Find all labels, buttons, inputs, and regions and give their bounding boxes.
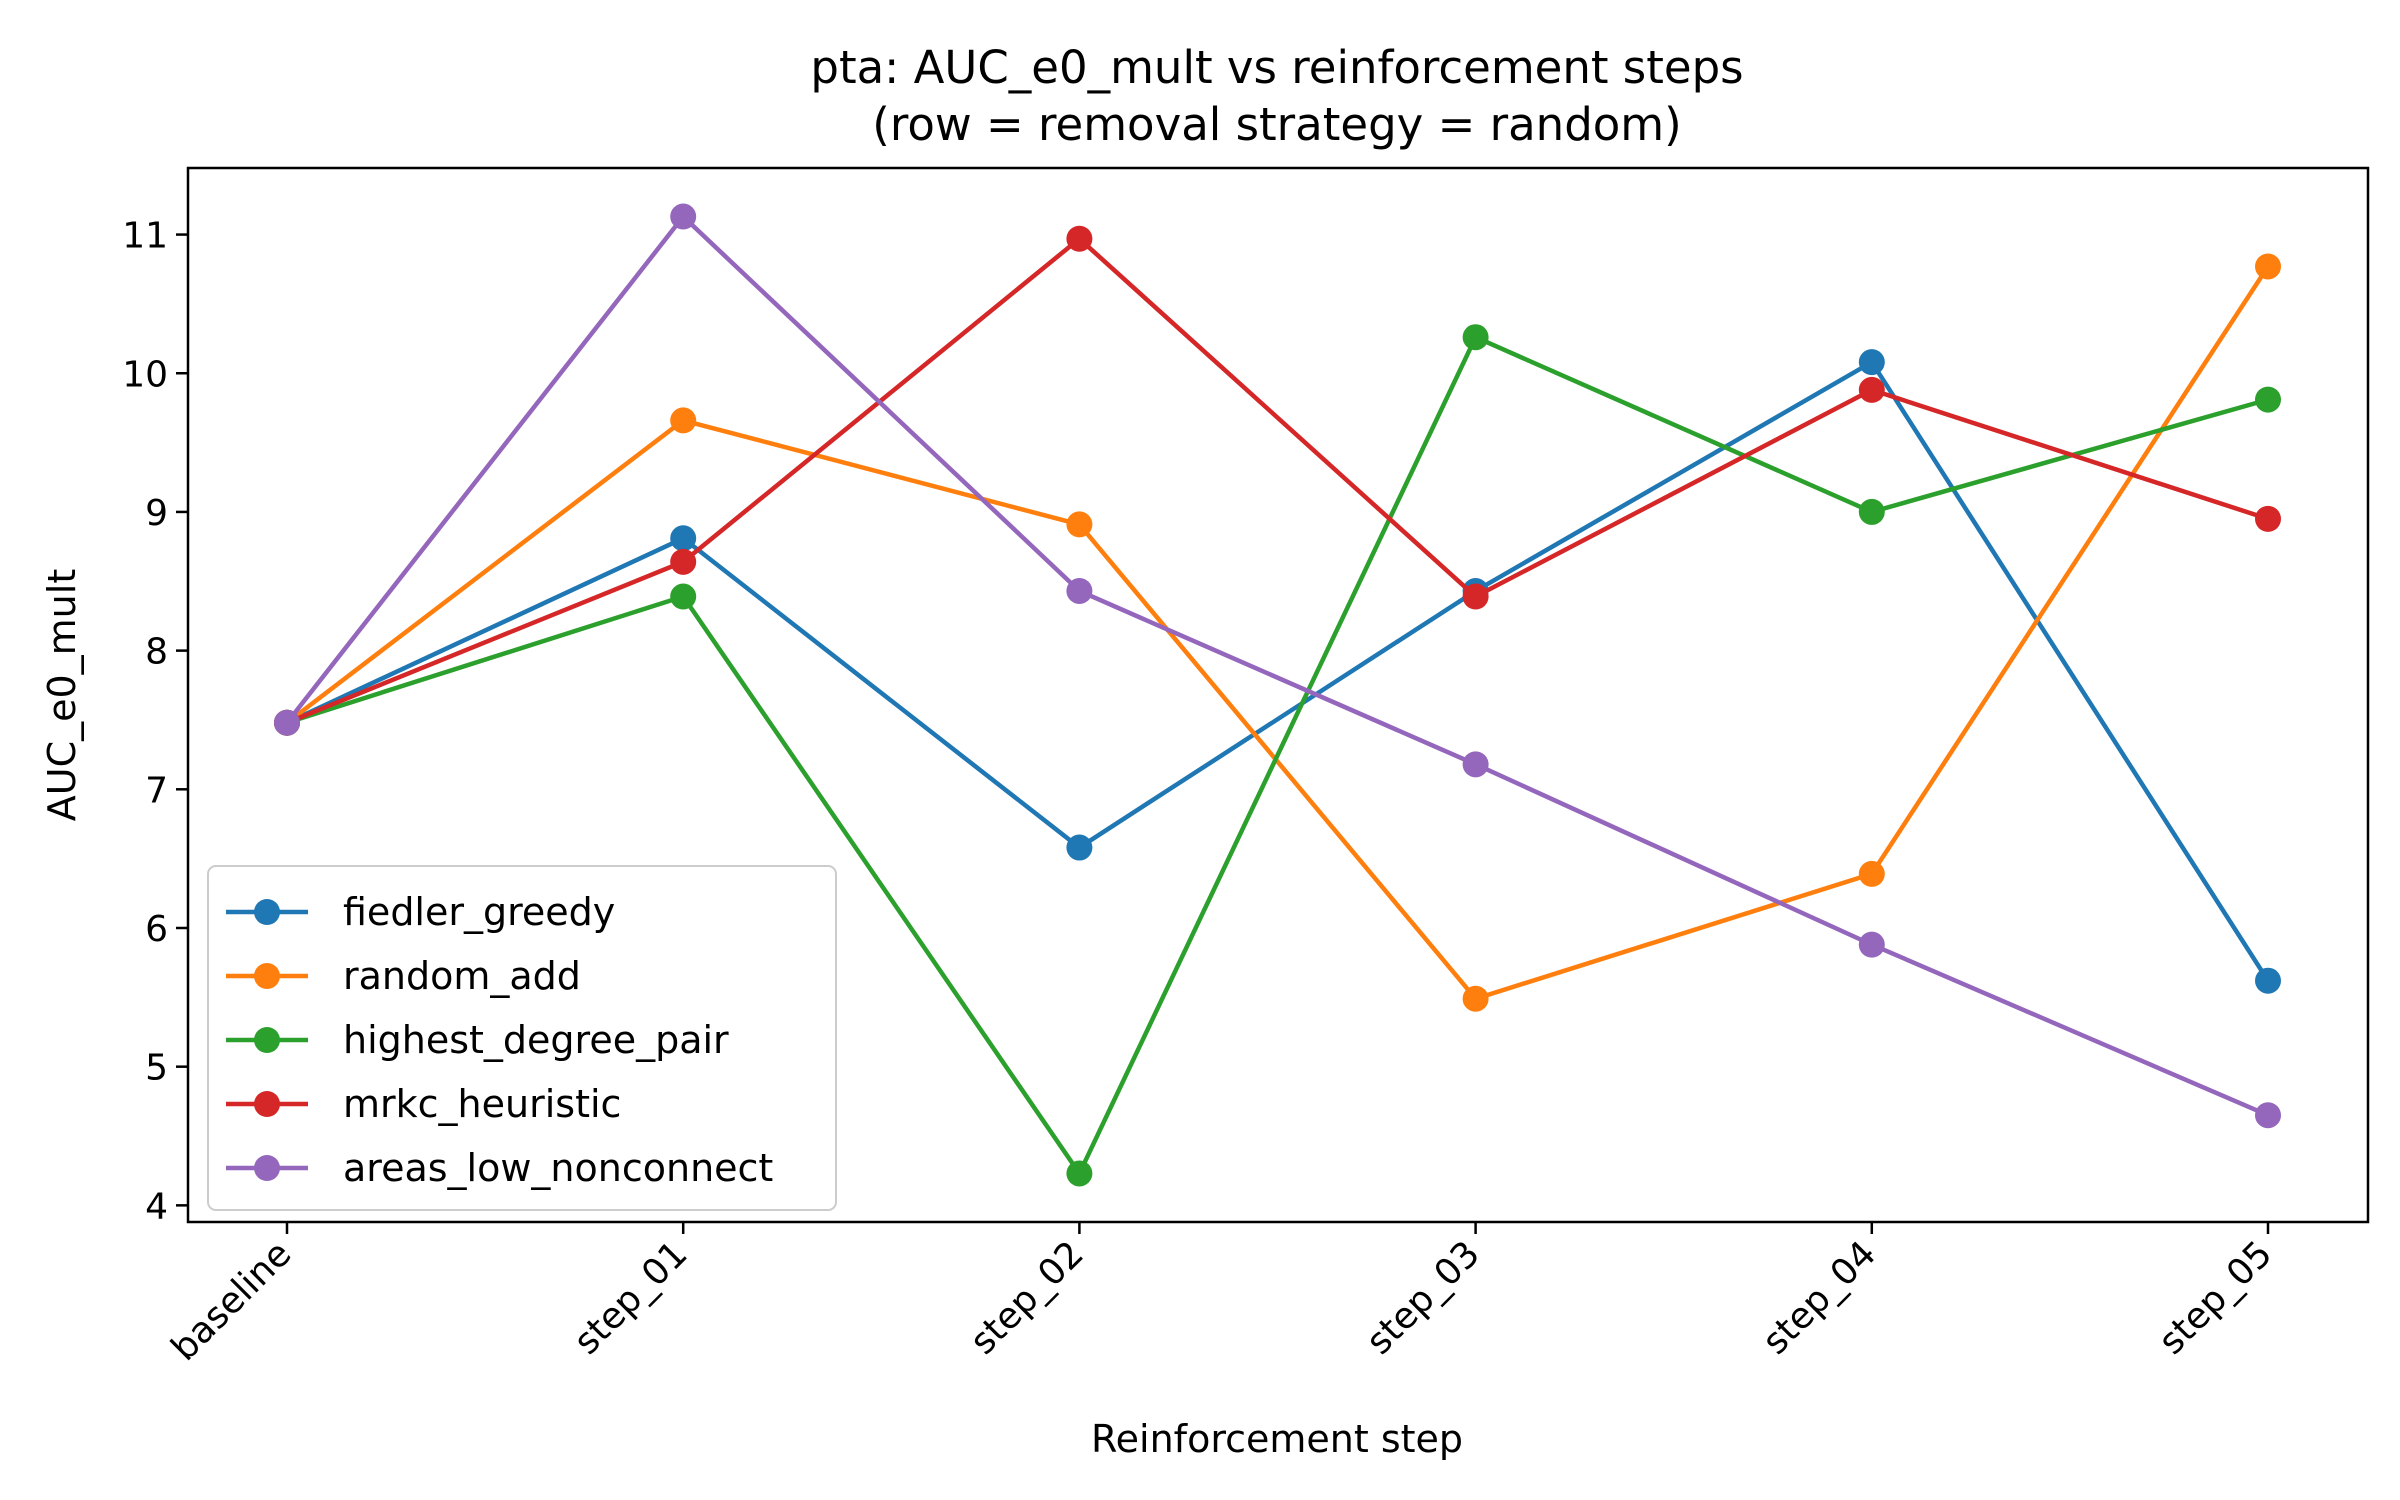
x-tick-label: baseline [164, 1233, 300, 1369]
x-tick-label: step_02 [963, 1233, 1092, 1362]
data-point-highest_degree_pair [1066, 1160, 1093, 1187]
x-axis-label: Reinforcement step [1091, 1417, 1463, 1461]
data-point-highest_degree_pair [2255, 386, 2281, 413]
data-point-areas_low_nonconnect [1066, 577, 1093, 604]
y-tick-label: 4 [145, 1186, 168, 1227]
data-point-areas_low_nonconnect [1462, 751, 1489, 778]
data-point-random_add [670, 407, 697, 434]
plot-frame [186, 166, 2370, 1224]
data-point-highest_degree_pair [1462, 324, 1489, 351]
legend-swatch-marker [254, 899, 280, 925]
series-line-highest_degree_pair [286, 334, 2269, 1176]
data-point-fiedler_greedy [670, 525, 697, 552]
chart-subtitle: (row = removal strategy = random) [872, 98, 1681, 151]
y-tick-label: 10 [122, 354, 168, 395]
data-point-fiedler_greedy [2255, 967, 2281, 994]
series-line-areas_low_nonconnect [285, 214, 2269, 1118]
series-line-random_add [285, 265, 2270, 1001]
data-point-fiedler_greedy [1858, 349, 1885, 376]
data-point-mrkc_heuristic [1858, 376, 1885, 403]
legend-swatch-marker [254, 963, 280, 989]
legend-label: mrkc_heuristic [343, 1082, 621, 1126]
x-tick-label: step_05 [2151, 1233, 2280, 1362]
data-point-fiedler_greedy [1066, 834, 1093, 861]
legend-box [207, 865, 837, 1211]
data-point-areas_low_nonconnect [1858, 931, 1885, 958]
data-point-random_add [1462, 985, 1489, 1012]
data-point-mrkc_heuristic [2255, 505, 2281, 532]
data-point-mrkc_heuristic [1462, 583, 1489, 610]
data-point-highest_degree_pair [1858, 498, 1885, 525]
legend-swatch-marker [254, 1027, 280, 1053]
y-tick-label: 11 [122, 216, 168, 257]
data-point-random_add [2255, 253, 2281, 280]
y-tick-label: 9 [145, 493, 168, 534]
legend-label: random_add [343, 954, 581, 998]
series-line-fiedler_greedy [286, 359, 2270, 982]
y-tick-label: 5 [145, 1048, 168, 1089]
legend-label: areas_low_nonconnect [343, 1146, 773, 1190]
data-point-highest_degree_pair [670, 583, 697, 610]
y-axis-label: AUC_e0_mult [40, 569, 84, 821]
legend-swatch-marker [254, 1155, 280, 1181]
plot-area: 4 5 6 7 8 9 10 11 baseline step_01 step_02 step_03 s… [122, 166, 2370, 1369]
data-point-mrkc_heuristic [1066, 225, 1093, 252]
data-point-areas_low_nonconnect [670, 203, 697, 230]
legend-label: fiedler_greedy [343, 890, 615, 934]
x-tick-label: step_04 [1755, 1233, 1884, 1362]
data-point-areas_low_nonconnect [274, 709, 300, 736]
data-point-random_add [1858, 860, 1885, 887]
y-tick-label: 6 [145, 909, 168, 950]
x-tick-label: step_03 [1359, 1233, 1488, 1362]
chart-title: pta: AUC_e0_mult vs reinforcement steps [810, 41, 1743, 94]
legend-label: highest_degree_pair [343, 1018, 729, 1062]
y-tick-label: 8 [145, 632, 168, 673]
data-point-random_add [1066, 511, 1093, 538]
series-line-mrkc_heuristic [286, 236, 2269, 725]
data-point-mrkc_heuristic [670, 548, 697, 575]
data-point-areas_low_nonconnect [2255, 1102, 2281, 1129]
x-tick-label: step_01 [566, 1233, 695, 1362]
legend-swatch-marker [254, 1091, 280, 1117]
y-tick-label: 7 [145, 770, 168, 811]
